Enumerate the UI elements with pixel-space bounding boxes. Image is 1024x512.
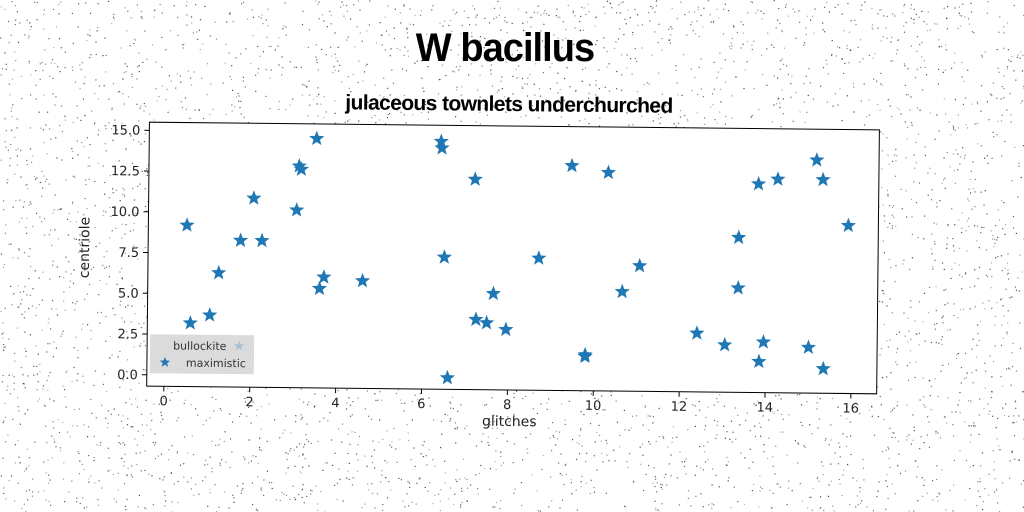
x-axis-ticks: 0 2 4 6 8 10 12 14 16	[159, 386, 859, 417]
data-point	[840, 217, 856, 233]
data-point	[614, 283, 630, 299]
data-point	[436, 249, 452, 264]
data-point	[293, 161, 310, 176]
y-tick-label: 7.5	[118, 246, 139, 261]
legend-label-maximistic: maximistic	[186, 357, 246, 371]
chart-title: W bacillus	[415, 26, 595, 70]
data-point	[433, 133, 449, 149]
x-tick-label: 14	[756, 401, 773, 416]
data-point	[577, 346, 593, 362]
x-tick-label: 0	[159, 394, 167, 409]
data-point	[485, 285, 501, 301]
data-point	[232, 232, 249, 248]
data-point	[600, 164, 617, 180]
data-point	[731, 229, 747, 245]
data-point	[468, 311, 484, 327]
data-point	[800, 339, 817, 354]
data-point	[730, 280, 746, 295]
data-point	[182, 315, 198, 330]
data-point	[564, 157, 580, 173]
data-point	[211, 264, 227, 280]
data-point	[815, 171, 831, 187]
y-tick-label: 0.0	[117, 368, 138, 383]
y-tick-label: 2.5	[117, 327, 138, 342]
x-tick-label: 8	[503, 398, 511, 413]
data-point	[309, 130, 325, 146]
data-point	[246, 190, 262, 205]
data-point	[354, 272, 371, 288]
x-tick-label: 10	[585, 399, 602, 414]
data-point	[755, 334, 772, 349]
y-tick-label: 5.0	[118, 286, 139, 301]
y-axis-ticks: 0.0 2.5 5.0 7.5 10.0 12.5 15.0	[110, 123, 150, 383]
legend-marker-bullockite	[233, 340, 245, 351]
data-point	[689, 325, 705, 340]
data-point	[439, 369, 456, 385]
data-point	[289, 202, 305, 217]
data-point	[815, 360, 831, 376]
data-point	[770, 171, 786, 186]
y-axis-label: centriole	[77, 217, 94, 279]
plot-area	[146, 121, 880, 395]
data-point	[254, 232, 270, 248]
data-point	[717, 336, 733, 352]
data-point	[751, 353, 767, 369]
data-point	[531, 250, 547, 265]
data-points	[179, 130, 856, 385]
x-tick-label: 6	[417, 397, 425, 412]
y-tick-label: 15.0	[111, 123, 140, 138]
data-point	[479, 314, 495, 330]
y-tick-label: 10.0	[110, 205, 139, 220]
legend-star	[233, 340, 245, 351]
x-axis-label: glitches	[482, 414, 537, 431]
data-point	[809, 152, 825, 167]
legend: bullockite maximistic	[149, 334, 255, 375]
data-point	[467, 171, 483, 186]
data-point	[751, 175, 767, 191]
legend-star	[159, 356, 171, 367]
x-tick-label: 16	[842, 401, 859, 416]
data-point	[434, 140, 450, 155]
data-point	[498, 321, 514, 337]
x-tick-label: 4	[331, 396, 339, 411]
legend-marker-maximistic	[159, 356, 171, 367]
data-point	[311, 280, 328, 296]
legend-box	[149, 334, 255, 375]
data-point	[316, 269, 332, 284]
data-point	[291, 158, 307, 173]
data-point	[202, 307, 218, 322]
x-tick-label: 2	[245, 395, 253, 410]
y-tick-label: 12.5	[111, 164, 140, 179]
legend-label-bullockite: bullockite	[173, 339, 227, 353]
data-point	[179, 217, 195, 232]
data-point	[632, 257, 648, 273]
x-tick-label: 12	[671, 400, 688, 415]
